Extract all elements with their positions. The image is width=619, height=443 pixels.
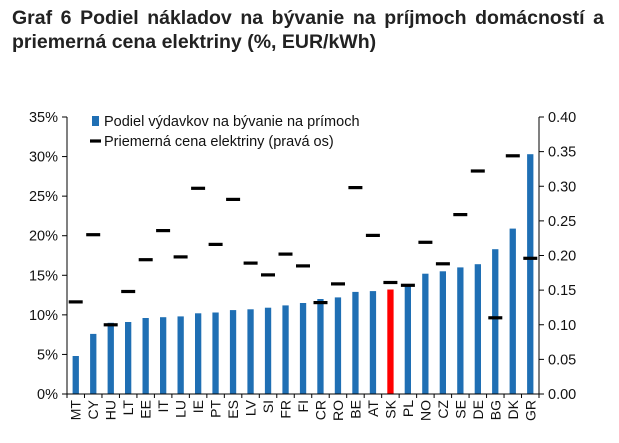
x-tick-label-se: SE bbox=[452, 400, 468, 419]
x-tick-label-cy: CY bbox=[85, 399, 101, 419]
bar-sk bbox=[387, 289, 394, 394]
right-tick-label: 0.10 bbox=[548, 318, 576, 334]
legend-label-marker: Priemerná cena elektriny (pravá os) bbox=[104, 134, 334, 150]
left-tick-label: 25% bbox=[29, 189, 58, 205]
left-tick-label: 30% bbox=[29, 150, 58, 166]
legend-label-bar: Podiel výdavkov na bývanie na prímoch bbox=[104, 114, 360, 130]
bar-ie bbox=[195, 313, 202, 394]
bar-cr bbox=[317, 299, 324, 394]
right-tick-label: 0.05 bbox=[548, 352, 576, 368]
x-tick-label-ee: EE bbox=[138, 400, 154, 419]
bar-es bbox=[229, 310, 237, 394]
bar-ee bbox=[142, 318, 149, 394]
bar-at bbox=[369, 291, 377, 394]
bar-de bbox=[474, 264, 481, 394]
chart-title: Graf 6 Podiel nákladov na bývanie na prí… bbox=[12, 7, 604, 53]
x-tick-label-si: SI bbox=[260, 400, 276, 413]
x-tick-label-it: IT bbox=[155, 400, 171, 413]
bar-no bbox=[422, 273, 429, 394]
bar-se bbox=[457, 267, 464, 394]
x-tick-label-fi: FI bbox=[295, 400, 311, 412]
x-tick-label-cr: CR bbox=[313, 400, 329, 420]
axes-layer: 0% 5% 10% 15% 20% 25% 30% 35% 0.00 0.05 0.10 0.15 0.… bbox=[29, 110, 576, 421]
bar-cy bbox=[90, 333, 97, 394]
left-tick-label: 10% bbox=[29, 308, 58, 324]
bar-be bbox=[352, 291, 359, 394]
right-tick-label: 0.00 bbox=[548, 387, 576, 403]
x-tick-label-fr: FR bbox=[278, 400, 294, 419]
left-tick-label: 20% bbox=[29, 229, 58, 245]
bar-hu bbox=[107, 322, 114, 394]
right-tick-label: 0.30 bbox=[548, 179, 576, 195]
x-tick-label-lv: LV bbox=[243, 399, 259, 416]
bar-gr bbox=[527, 154, 534, 394]
bar-bg bbox=[492, 249, 499, 394]
bar-lu bbox=[177, 316, 184, 394]
x-tick-label-lu: LU bbox=[173, 400, 189, 418]
left-tick-label: 0% bbox=[37, 387, 58, 403]
bar-it bbox=[160, 317, 167, 394]
x-tick-label-mt: MT bbox=[68, 400, 84, 421]
x-tick-label-gr: GR bbox=[522, 400, 538, 421]
right-tick-label: 0.40 bbox=[548, 110, 576, 126]
right-tick-label: 0.25 bbox=[548, 214, 576, 230]
bar-lv bbox=[247, 309, 254, 394]
legend-bar-swatch bbox=[92, 116, 99, 126]
x-tick-label-sk: SK bbox=[382, 399, 398, 418]
left-tick-label: 15% bbox=[29, 268, 58, 284]
bar-ro bbox=[334, 297, 342, 394]
bar-pl bbox=[404, 284, 411, 394]
x-tick-label-no: NO bbox=[417, 400, 433, 421]
x-tick-label-de: DE bbox=[470, 400, 486, 419]
x-tick-label-dk: DK bbox=[505, 399, 521, 419]
x-tick-label-es: ES bbox=[225, 400, 241, 419]
left-tick-label: 35% bbox=[29, 110, 58, 126]
x-tick-label-lt: LT bbox=[120, 400, 136, 416]
left-tick-label: 5% bbox=[37, 347, 58, 363]
markers-layer bbox=[68, 154, 538, 327]
legend: Podiel výdavkov na bývanie na prímoch Pri… bbox=[90, 114, 360, 150]
x-tick-label-be: BE bbox=[347, 400, 363, 419]
right-tick-label: 0.20 bbox=[548, 249, 576, 265]
x-tick-label-ro: RO bbox=[330, 400, 346, 421]
right-tick-label: 0.35 bbox=[548, 145, 576, 161]
bar-si bbox=[264, 307, 272, 394]
right-tick-label: 0.15 bbox=[548, 283, 576, 299]
x-tick-label-pl: PL bbox=[400, 400, 416, 417]
bar-fi bbox=[299, 303, 307, 394]
x-tick-label-at: AT bbox=[365, 400, 381, 417]
x-tick-label-ie: IE bbox=[190, 400, 206, 413]
x-tick-label-pt: PT bbox=[208, 400, 224, 418]
x-tick-label-bg: BG bbox=[487, 400, 503, 420]
bar-lt bbox=[125, 322, 132, 394]
bars-layer bbox=[72, 154, 534, 394]
x-tick-label-cz: CZ bbox=[435, 400, 451, 419]
bar-dk bbox=[509, 228, 516, 394]
x-tick-label-hu: HU bbox=[103, 400, 119, 420]
bar-fr bbox=[282, 305, 289, 394]
bar-pt bbox=[212, 312, 219, 394]
bar-mt bbox=[72, 356, 79, 394]
bar-cz bbox=[439, 271, 446, 394]
